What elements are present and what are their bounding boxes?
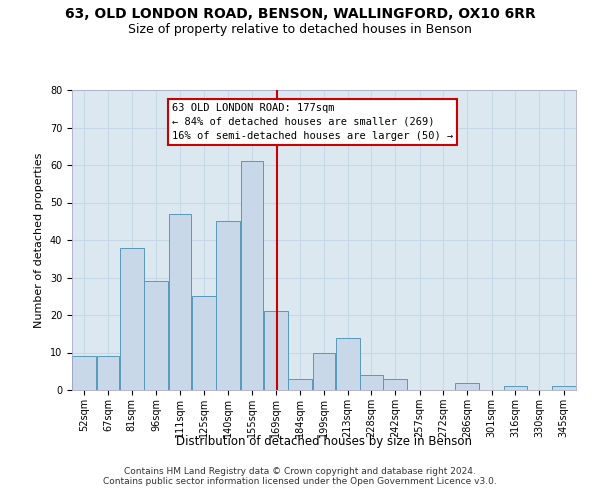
Bar: [217, 221, 240, 390]
Text: Distribution of detached houses by size in Benson: Distribution of detached houses by size …: [176, 435, 472, 448]
Text: 63 OLD LONDON ROAD: 177sqm
← 84% of detached houses are smaller (269)
16% of sem: 63 OLD LONDON ROAD: 177sqm ← 84% of deta…: [172, 103, 453, 141]
Bar: [552, 386, 575, 390]
Bar: [192, 296, 215, 390]
Bar: [505, 386, 527, 390]
Text: 63, OLD LONDON ROAD, BENSON, WALLINGFORD, OX10 6RR: 63, OLD LONDON ROAD, BENSON, WALLINGFORD…: [65, 8, 535, 22]
Text: Contains public sector information licensed under the Open Government Licence v3: Contains public sector information licen…: [103, 477, 497, 486]
Bar: [336, 338, 359, 390]
Text: Size of property relative to detached houses in Benson: Size of property relative to detached ho…: [128, 22, 472, 36]
Bar: [145, 281, 168, 390]
Bar: [264, 311, 287, 390]
Bar: [383, 379, 407, 390]
Bar: [169, 214, 191, 390]
Bar: [120, 248, 143, 390]
Bar: [313, 352, 335, 390]
Bar: [455, 382, 479, 390]
Bar: [289, 379, 312, 390]
Bar: [361, 375, 383, 390]
Y-axis label: Number of detached properties: Number of detached properties: [34, 152, 44, 328]
Text: Contains HM Land Registry data © Crown copyright and database right 2024.: Contains HM Land Registry data © Crown c…: [124, 467, 476, 476]
Bar: [73, 356, 96, 390]
Bar: [97, 356, 119, 390]
Bar: [241, 161, 263, 390]
